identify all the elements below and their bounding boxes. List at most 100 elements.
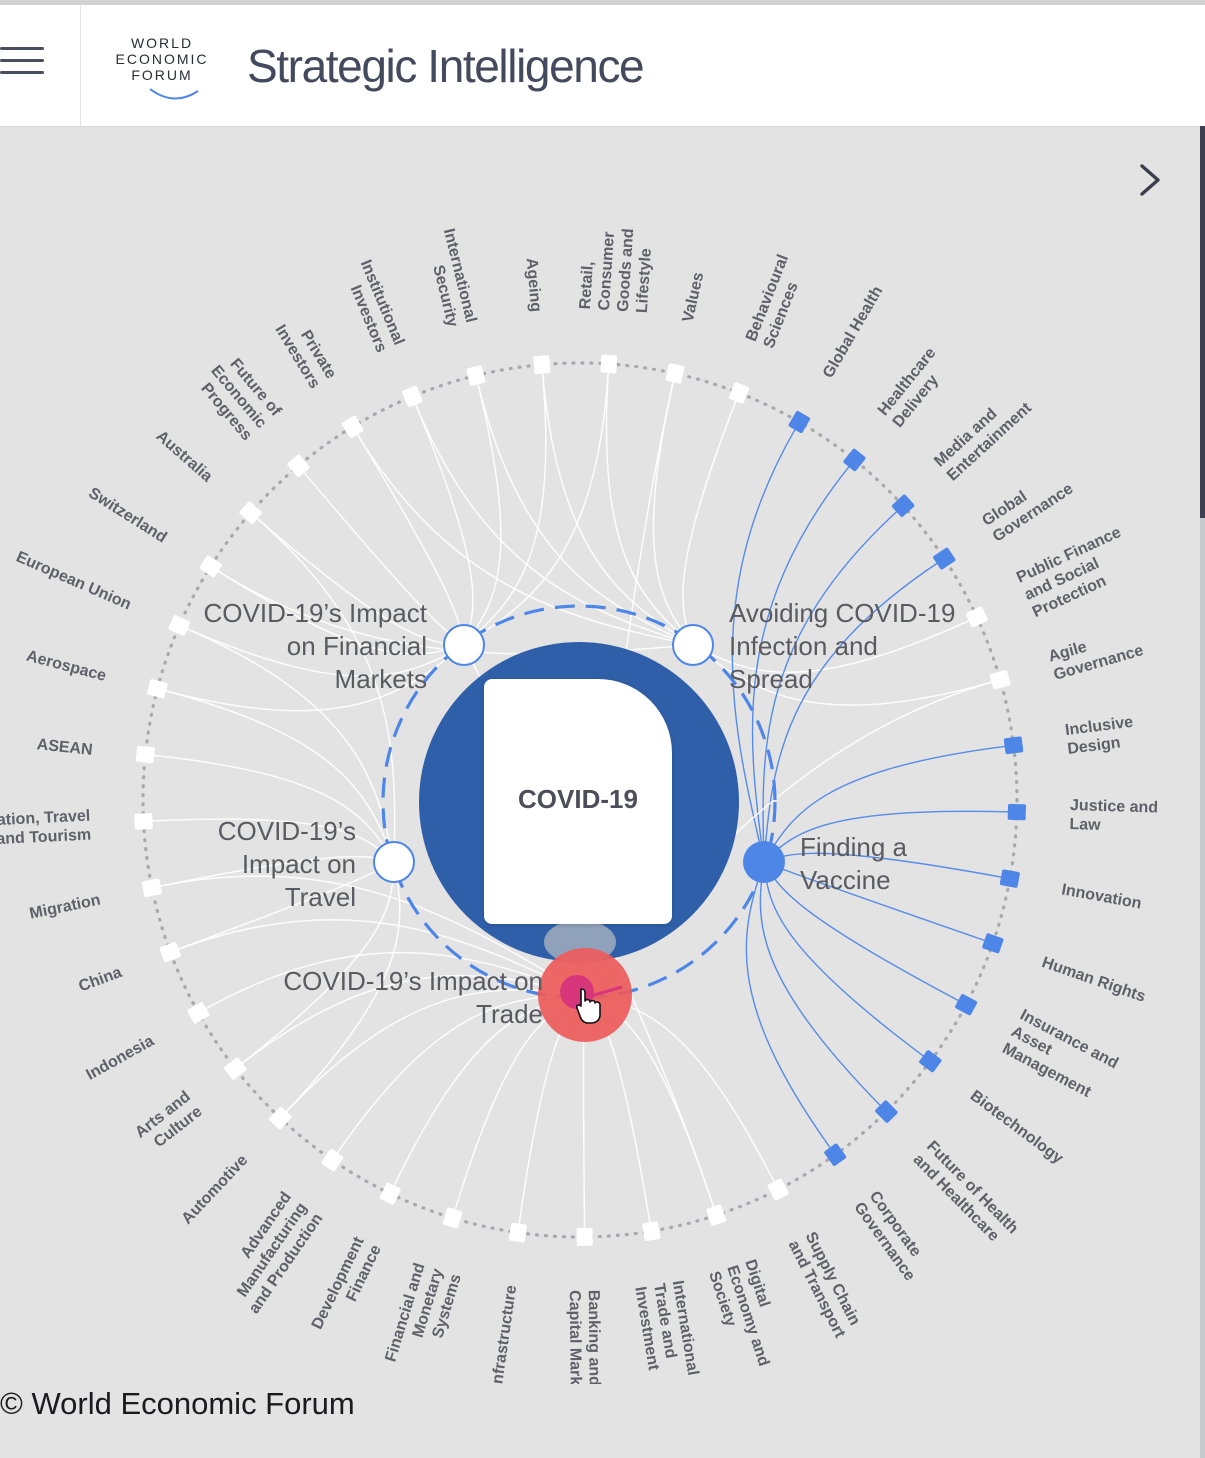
topic-node[interactable] bbox=[466, 365, 486, 386]
topic-node[interactable] bbox=[918, 1049, 942, 1073]
topic-node[interactable] bbox=[954, 993, 978, 1016]
topic-node[interactable] bbox=[1003, 736, 1024, 755]
topic-label[interactable]: Migration bbox=[28, 892, 102, 923]
topic-node[interactable] bbox=[141, 878, 162, 898]
topic-node[interactable] bbox=[379, 1182, 401, 1205]
topic-node[interactable] bbox=[874, 1100, 898, 1124]
topic-node[interactable] bbox=[239, 501, 263, 525]
subtopic-node-avoiding[interactable] bbox=[672, 624, 714, 666]
topic-label[interactable]: Global Health bbox=[820, 283, 886, 381]
topic-label[interactable]: ASEAN bbox=[36, 736, 93, 759]
topic-node[interactable] bbox=[442, 1207, 463, 1229]
subtopic-label-travel[interactable]: COVID-19’s Impact on Travel bbox=[218, 815, 356, 914]
topic-node[interactable] bbox=[268, 1106, 292, 1130]
core-topic-card[interactable] bbox=[484, 679, 672, 924]
topic-node[interactable] bbox=[576, 1227, 593, 1247]
topic-label[interactable]: Biotechnology bbox=[967, 1087, 1066, 1167]
topic-node[interactable] bbox=[187, 1001, 211, 1024]
topic-label[interactable]: Innovation bbox=[1060, 881, 1143, 912]
topic-node[interactable] bbox=[321, 1148, 344, 1172]
topic-label[interactable]: Aerospace bbox=[24, 648, 108, 685]
topic-node[interactable] bbox=[1007, 803, 1026, 821]
scrollbar-thumb[interactable] bbox=[1200, 126, 1205, 518]
topic-node[interactable] bbox=[159, 941, 181, 963]
topic-node[interactable] bbox=[891, 494, 915, 518]
subtopic-label-financial[interactable]: COVID-19’s Impact on Financial Markets bbox=[204, 597, 427, 696]
topic-node[interactable] bbox=[642, 1221, 661, 1242]
topic-node[interactable] bbox=[823, 1143, 847, 1167]
topic-node[interactable] bbox=[932, 547, 956, 570]
topic-link bbox=[157, 875, 586, 996]
subtopic-node-vaccine[interactable] bbox=[743, 841, 785, 883]
topic-label[interactable]: Australia bbox=[153, 428, 216, 486]
topic-label[interactable]: Ageing bbox=[523, 257, 545, 312]
topic-node[interactable] bbox=[135, 745, 156, 764]
topic-label[interactable]: Infrastructure bbox=[489, 1284, 521, 1384]
topic-node[interactable] bbox=[134, 813, 153, 830]
topic-label[interactable]: Values bbox=[680, 271, 708, 324]
topic-node[interactable] bbox=[223, 1057, 247, 1081]
topic-label[interactable]: European Union bbox=[13, 549, 133, 614]
topic-label-line: Australia bbox=[153, 428, 216, 486]
topic-node[interactable] bbox=[147, 679, 168, 699]
topic-node[interactable] bbox=[965, 606, 988, 628]
topic-node[interactable] bbox=[989, 670, 1011, 690]
subtopic-node-financial[interactable] bbox=[443, 624, 485, 666]
topic-node[interactable] bbox=[982, 933, 1004, 954]
topic-node[interactable] bbox=[767, 1178, 789, 1201]
topic-label[interactable]: Indonesia bbox=[83, 1032, 157, 1083]
subtopic-label-avoiding[interactable]: Avoiding COVID-19 Infection and Spread bbox=[729, 597, 955, 696]
topic-node[interactable] bbox=[341, 415, 364, 439]
scrollbar[interactable] bbox=[1200, 126, 1205, 1458]
topic-label[interactable]: China bbox=[77, 964, 125, 995]
app-title[interactable]: Strategic Intelligence bbox=[247, 40, 645, 92]
menu-button[interactable] bbox=[0, 5, 81, 126]
subtopic-label-vaccine[interactable]: Finding a Vaccine bbox=[800, 831, 907, 897]
topic-node[interactable] bbox=[508, 1222, 527, 1243]
topic-label[interactable]: Automotive bbox=[179, 1152, 252, 1228]
topic-label[interactable]: Human Rights bbox=[1040, 954, 1148, 1006]
topic-node[interactable] bbox=[788, 410, 811, 434]
subtopic-label-trade[interactable]: COVID-19’s Impact on Trade bbox=[283, 965, 543, 1031]
topic-node[interactable] bbox=[286, 454, 310, 478]
expand-panel-button[interactable] bbox=[1132, 160, 1168, 200]
topic-node[interactable] bbox=[533, 355, 551, 375]
topic-node[interactable] bbox=[600, 354, 618, 374]
topic-node[interactable] bbox=[843, 448, 867, 472]
subtopic-node-travel[interactable] bbox=[373, 841, 415, 883]
wef-logo[interactable]: WORLD ECONOMIC FORUM bbox=[106, 35, 218, 100]
topic-node[interactable] bbox=[728, 382, 750, 405]
topic-label[interactable]: Switzerland bbox=[85, 485, 169, 547]
topic-node[interactable] bbox=[665, 363, 685, 384]
topic-node[interactable] bbox=[706, 1204, 727, 1226]
topic-node[interactable] bbox=[199, 555, 223, 578]
topic-node[interactable] bbox=[168, 615, 191, 637]
topic-node[interactable] bbox=[999, 869, 1021, 888]
topic-node[interactable] bbox=[401, 385, 423, 408]
